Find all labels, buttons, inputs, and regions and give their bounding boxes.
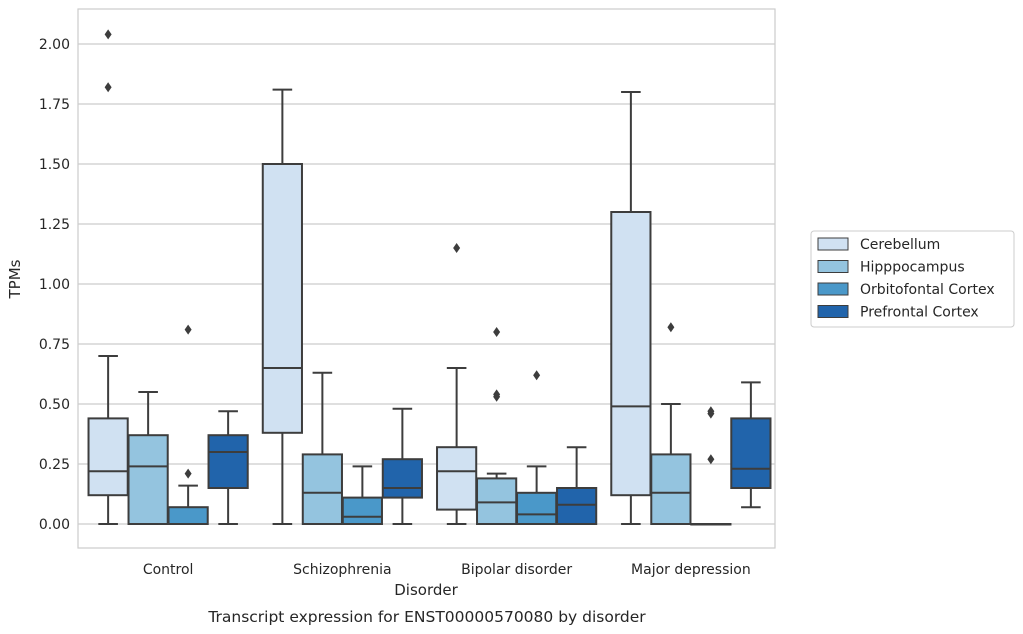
x-axis-title: Disorder <box>394 581 458 599</box>
box-prefrontal-cortex <box>381 407 423 525</box>
box-body <box>87 417 129 497</box>
box-cerebellum <box>87 29 129 525</box>
box-body <box>381 458 423 499</box>
x-tick-label: Major depression <box>631 562 751 578</box>
box-body <box>610 211 652 497</box>
outlier-point <box>493 327 501 337</box>
box-cerebellum <box>261 88 303 525</box>
box-orbitofontal-cortex <box>341 465 383 526</box>
x-axis-ticks: Control Schizophrenia Bipolar disorder Majo… <box>143 562 751 578</box>
legend-swatch <box>817 260 849 273</box>
y-axis-ticks: 0.00 0.25 0.50 0.75 1.00 1.25 1.50 1.75 2.00 <box>39 37 70 533</box>
box-body <box>261 163 303 434</box>
box-orbitofontal-cortex <box>690 406 732 526</box>
legend-label: Hipppocampus <box>860 260 965 276</box>
y-axis-title: TPMs <box>6 259 24 299</box>
box-orbitofontal-cortex <box>516 370 558 525</box>
box-body <box>207 434 249 490</box>
legend-frame <box>810 230 1015 328</box>
x-tick-label: Bipolar disorder <box>461 562 572 578</box>
y-tick-label: 1.00 <box>39 277 70 293</box>
outlier-point <box>493 389 501 400</box>
y-tick-label: 0.00 <box>39 517 70 533</box>
box-hipppocampus <box>650 322 692 525</box>
box-hipppocampus <box>301 371 343 525</box>
box-prefrontal-cortex <box>207 410 249 525</box>
box-body <box>516 491 558 525</box>
outlier-point <box>104 29 112 40</box>
x-tick-label: Schizophrenia <box>293 562 391 578</box>
legend-label: Cerebellum <box>860 237 940 253</box>
y-tick-label: 0.75 <box>39 337 70 353</box>
box-body <box>127 434 169 526</box>
grid-lines <box>78 43 775 525</box>
box-body <box>730 417 772 489</box>
legend-swatch <box>817 282 849 296</box>
legend: Cerebellum Hipppocampus Orbitofontal Corte… <box>810 230 1015 328</box>
box-hipppocampus <box>476 327 518 525</box>
box-prefrontal-cortex <box>730 381 772 509</box>
y-tick-label: 0.25 <box>39 457 70 473</box>
box-body <box>476 477 518 525</box>
box-series <box>87 29 772 526</box>
outlier-point <box>707 406 715 417</box>
outlier-point <box>184 468 192 479</box>
box-cerebellum <box>436 243 478 525</box>
box-orbitofontal-cortex <box>167 324 209 526</box>
box-body <box>341 496 383 526</box>
outlier-point <box>184 324 192 335</box>
plot-frame <box>77 8 776 549</box>
outlier-point <box>104 82 112 93</box>
y-tick-label: 2.00 <box>39 37 70 53</box>
box-body <box>650 453 692 525</box>
chart-caption: Transcript expression for ENST0000057008… <box>207 608 646 626</box>
outlier-point <box>453 243 461 253</box>
box-body <box>167 506 209 526</box>
legend-label: Orbitofontal Cortex <box>860 282 995 298</box>
x-tick-label: Control <box>143 562 194 578</box>
outlier-point <box>533 370 541 381</box>
box-body <box>301 453 343 525</box>
box-cerebellum <box>610 91 652 525</box>
y-tick-label: 0.50 <box>39 397 70 413</box>
y-tick-label: 1.75 <box>39 97 70 113</box>
box-body <box>556 487 598 525</box>
outlier-point <box>667 322 675 333</box>
y-tick-label: 1.50 <box>39 157 70 173</box>
y-tick-label: 1.25 <box>39 217 70 233</box>
box-body <box>436 446 478 511</box>
legend-swatch <box>817 305 849 318</box>
legend-swatch <box>817 237 849 251</box>
box-hipppocampus <box>127 391 169 526</box>
outlier-point <box>707 454 715 465</box>
legend-label: Prefrontal Cortex <box>860 305 979 321</box>
box-prefrontal-cortex <box>556 446 598 525</box>
